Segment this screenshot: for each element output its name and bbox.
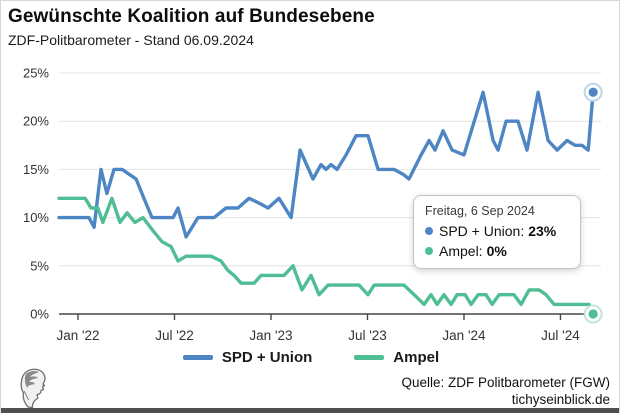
tooltip-entry-label: SPD + Union:: [439, 223, 525, 239]
chart-legend: SPD + Union Ampel: [1, 349, 619, 366]
legend-item-spd-union[interactable]: SPD + Union: [182, 349, 313, 366]
tooltip-date: Freitag, 6 Sep 2024: [425, 204, 535, 218]
series-line-ampel[interactable]: [57, 196, 595, 316]
y-tick-label: 10%: [23, 210, 49, 225]
ampel-line-swatch-icon: [354, 355, 385, 360]
site-line[interactable]: tichyseinblick.de: [511, 391, 610, 407]
end-marker-ampel[interactable]: [588, 309, 598, 319]
legend-label: Ampel: [393, 349, 440, 366]
tichyseinblick-logo: [20, 368, 46, 409]
bottom-accent-bar: [1, 408, 619, 413]
y-tick-label: 0%: [30, 307, 49, 322]
y-tick-label: 5%: [30, 258, 49, 273]
chart-title: Gewünschte Koalition auf Bundesebene: [8, 6, 375, 27]
spd-union-line-swatch-icon: [182, 355, 213, 360]
x-tick-label: Jan '22: [56, 328, 99, 343]
end-marker-spd-union[interactable]: [588, 87, 598, 97]
source-line: Quelle: ZDF Politbarometer (FGW): [401, 375, 610, 390]
tooltip-entry-spd-union: SPD + Union: 23%: [425, 221, 569, 241]
tooltip-entry-value: 23%: [528, 223, 557, 239]
x-tick-label: Jul '22: [155, 328, 194, 343]
tooltip-entry-ampel: Ampel: 0%: [425, 241, 569, 261]
source-attribution: Quelle: ZDF Politbarometer (FGW) tichyse…: [401, 375, 610, 408]
x-tick-label: Jan '24: [442, 328, 486, 343]
y-tick-label: 25%: [23, 66, 49, 81]
coalition-line-chart[interactable]: 0% 5% 10% 15% 20% 25% Jan '22 Jul '22 Jan '23 Jul…: [1, 1, 620, 346]
y-tick-label: 15%: [23, 162, 49, 177]
spd-union-dot-icon: [425, 227, 433, 235]
hover-tooltip: Freitag, 6 Sep 2024 SPD + Union: 23% Amp…: [413, 195, 581, 269]
chart-subtitle: ZDF-Politbarometer - Stand 06.09.2024: [8, 32, 254, 48]
y-tick-label: 20%: [23, 114, 49, 129]
legend-item-ampel[interactable]: Ampel: [354, 349, 439, 366]
tooltip-entry-label: Ampel:: [439, 243, 483, 259]
x-tick-label: Jan '23: [249, 328, 292, 343]
x-tick-label: Jul '24: [541, 328, 580, 343]
ampel-dot-icon: [425, 247, 433, 255]
x-tick-label: Jul '23: [348, 328, 387, 343]
series-line-spd-union[interactable]: [57, 90, 595, 239]
legend-label: SPD + Union: [221, 349, 313, 366]
tooltip-entry-value: 0%: [486, 243, 507, 259]
